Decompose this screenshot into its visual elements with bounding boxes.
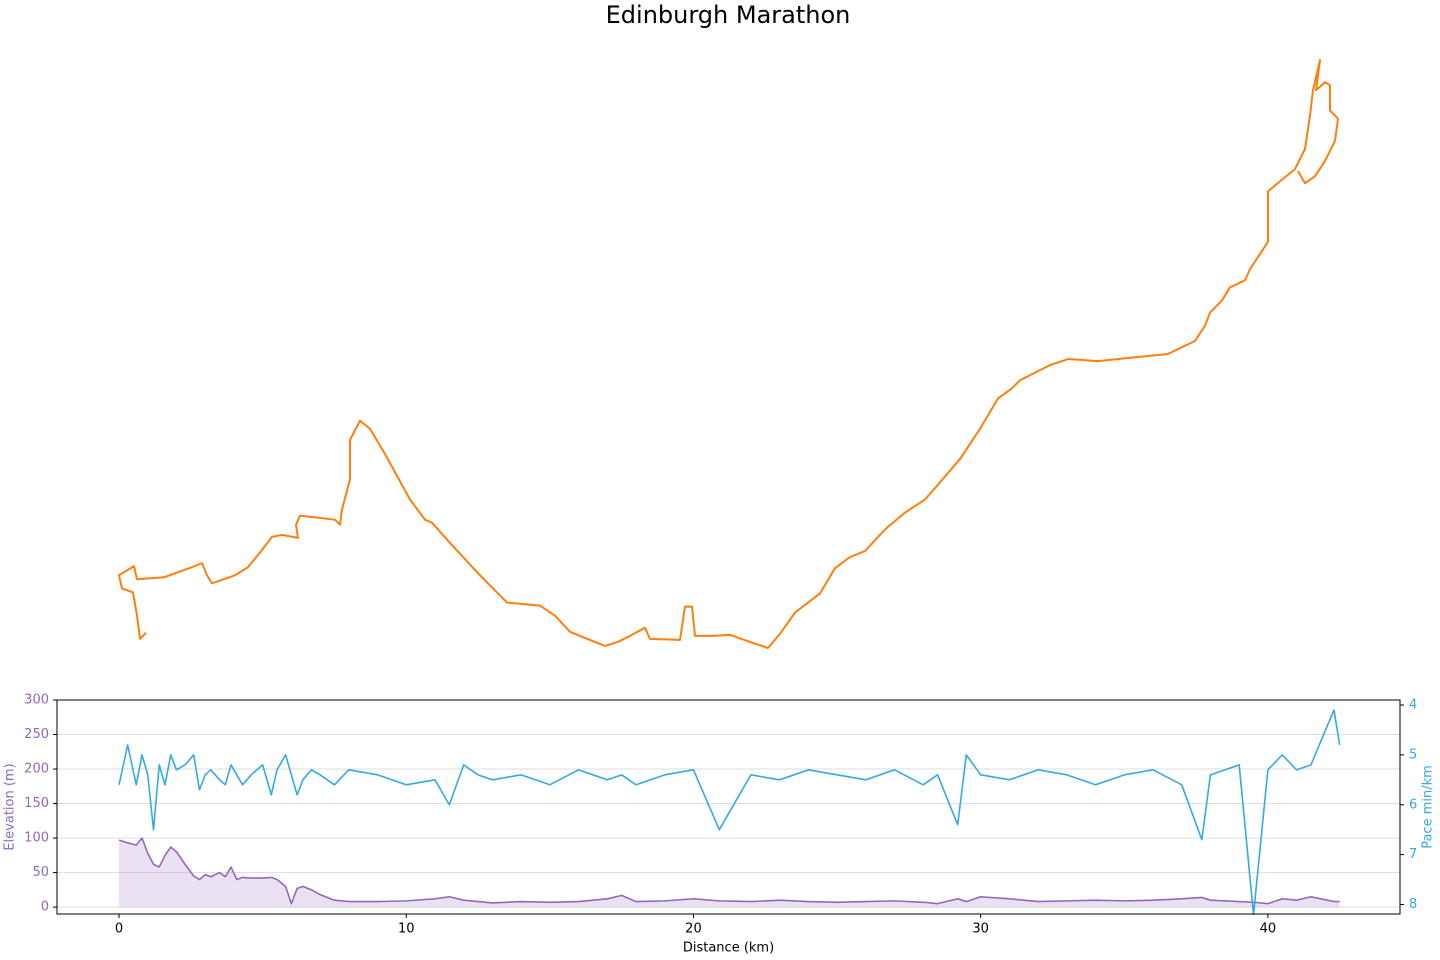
y2-tick-label: 5 — [1409, 747, 1417, 762]
x-tick-label: 10 — [398, 922, 415, 937]
y-tick-label: 250 — [24, 727, 49, 742]
y-tick-label: 0 — [41, 900, 49, 915]
series-line — [118, 837, 1340, 905]
chart-title: Edinburgh Marathon — [606, 1, 851, 29]
y-tick-label: 300 — [24, 693, 49, 708]
x-tick-label: 0 — [115, 922, 123, 937]
y-tick-label: 200 — [24, 762, 49, 777]
y-tick-label: 100 — [24, 831, 49, 846]
y2-tick-label: 7 — [1409, 847, 1417, 862]
area — [119, 838, 1340, 908]
y-axis-label: Elevation (m) — [3, 763, 18, 850]
x-axis-label: Distance (km) — [683, 941, 774, 956]
y2-tick-label: 6 — [1409, 797, 1417, 812]
y2-tick-label: 8 — [1409, 897, 1417, 912]
y-tick-label: 150 — [24, 796, 49, 811]
route-line — [118, 59, 1339, 649]
x-tick-label: 40 — [1260, 922, 1277, 937]
y2-tick-label: 4 — [1409, 697, 1417, 712]
x-tick-label: 20 — [685, 922, 702, 937]
y2-axis-label: Pace min/km — [1421, 765, 1436, 849]
series-line — [118, 709, 1341, 916]
plot-frame — [56, 699, 1401, 915]
x-tick-label: 30 — [972, 922, 989, 937]
y-tick-label: 50 — [32, 865, 49, 880]
